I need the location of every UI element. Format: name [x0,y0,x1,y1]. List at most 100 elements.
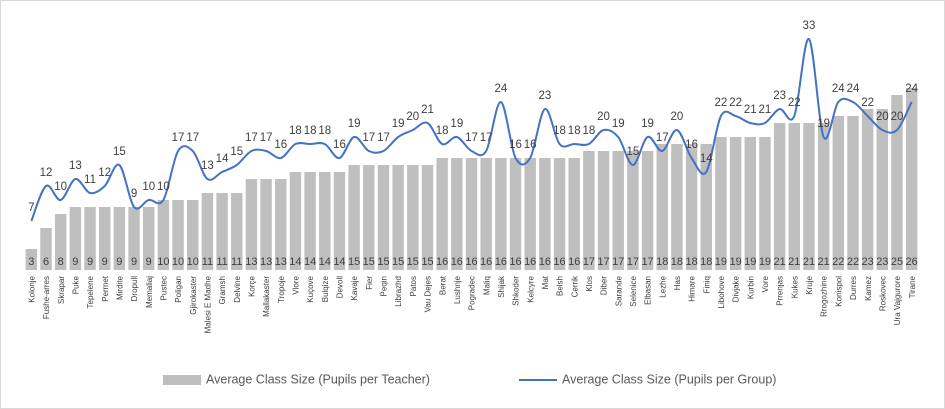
line-value-label: 17 [656,132,669,144]
line-value-label: 23 [773,90,786,102]
bar [715,137,727,270]
bar [744,137,756,270]
line-value-label: 18 [553,125,566,137]
bar [348,165,360,270]
bar-value-label: 16 [524,256,536,268]
line-value-label: 17 [245,132,258,144]
line-value-label: 13 [69,160,82,172]
line-value-label: 24 [905,83,918,95]
bar [187,200,199,270]
bar-value-label: 14 [319,256,331,268]
bar-value-label: 14 [289,256,301,268]
x-tick-label: Roskovec [878,276,887,311]
bar-value-label: 9 [116,256,122,268]
bar-value-label: 15 [407,256,419,268]
bar [363,165,375,270]
bar [773,123,786,270]
x-tick-label: Fier [365,276,374,290]
bar [436,158,448,270]
bar-value-label: 11 [231,256,242,268]
bar [524,158,536,270]
bar [641,151,654,270]
x-tick-label: Ura Vajgurore [893,275,902,325]
x-tick-label: Peqin [380,276,389,296]
line-value-label: 24 [847,83,860,95]
line-value-label: 12 [40,167,53,179]
x-tick-label: Elbasan [644,276,653,305]
bar [847,116,859,270]
line-value-label: 17 [172,132,185,144]
line-value-label: 16 [685,139,698,151]
line-value-label: 10 [157,181,170,193]
bar [172,200,184,270]
x-tick-label: Tepelene [86,275,95,308]
bar [597,151,610,270]
bar-value-label: 13 [275,256,287,268]
bar [407,165,419,270]
bar-value-label: 16 [568,256,580,268]
x-tick-label: Sarande [614,275,623,306]
bar-value-label: 14 [333,256,345,268]
bar-value-label: 16 [480,256,492,268]
x-tick-label: Selenice [629,275,638,306]
bar-value-label: 10 [157,256,169,268]
bar-value-label: 23 [876,256,888,268]
bar [289,172,302,270]
bar-value-label: 18 [700,256,712,268]
x-tick-label: Dropull [130,276,139,302]
bar-value-label: 15 [363,256,375,268]
line-value-label: 19 [817,118,830,130]
bar [128,207,140,270]
bar-value-label: 26 [906,256,918,268]
bar-value-label: 9 [102,256,108,268]
line-value-label: 17 [186,132,199,144]
bar-value-label: 6 [43,256,49,268]
bar-value-label: 3 [28,256,34,268]
bar [465,158,478,270]
line-value-label: 7 [28,202,34,214]
bar-value-label: 19 [744,256,756,268]
line-value-label: 18 [289,125,302,137]
x-tick-label: Patos [409,276,418,296]
x-tick-label: Cerrik [570,275,579,297]
x-tick-label: Mallakaster [262,276,271,317]
bar-value-label: 16 [539,256,551,268]
line-value-label: 21 [759,104,772,116]
bar-value-label: 16 [465,256,477,268]
line-value-label: 17 [480,132,493,144]
bar [319,172,331,270]
bar [40,228,52,270]
x-tick-label: Poligan [174,276,183,303]
bar [480,158,492,270]
bar-value-label: 16 [509,256,521,268]
bar [817,123,830,270]
bar [832,116,845,270]
bar-value-label: 17 [641,256,653,268]
x-tick-label: Himare [688,275,697,301]
bar [553,158,566,270]
line-value-label: 18 [582,125,595,137]
bar-value-label: 14 [304,256,316,268]
x-tick-label: Maliq [482,276,491,295]
bar [729,137,742,270]
bar [377,165,390,270]
bar-value-label: 22 [847,256,859,268]
x-tick-label: Pustec [159,276,168,300]
bar-value-label: 21 [773,256,785,268]
legend-label: Average Class Size (Pupils per Teacher) [206,372,430,386]
x-tick-label: Vore [761,275,770,292]
line-value-label: 22 [729,97,742,109]
x-tick-label: Pogradec [468,276,477,310]
x-tick-label: Lushnje [453,275,462,304]
line-value-label: 18 [436,125,449,137]
line-value-label: 19 [641,118,654,130]
x-tick-label: Libohove [717,275,726,308]
x-tick-label: Bulqize [321,275,330,302]
line-value-label: 24 [832,83,845,95]
bar [685,144,698,270]
x-tick-label: Librazhd [394,276,403,307]
line-value-label: 22 [715,97,728,109]
bar [861,109,874,270]
bar [245,179,258,270]
